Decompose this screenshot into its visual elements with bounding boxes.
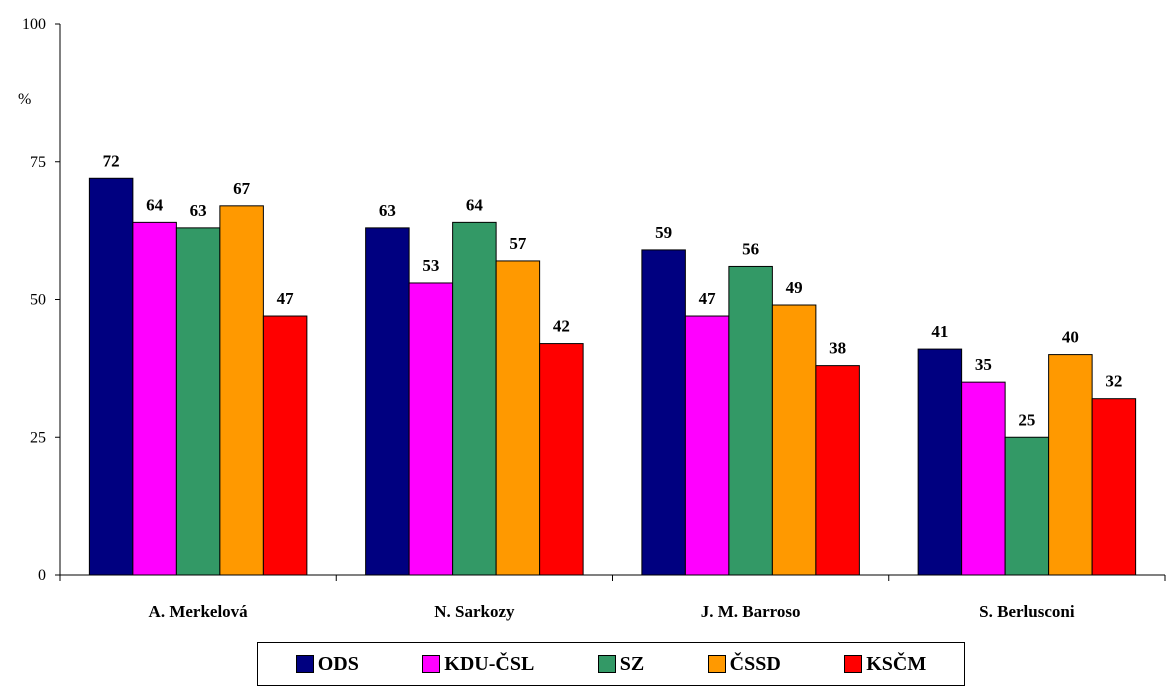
bar (175, 227, 221, 576)
x-tick-label: A. Merkelová (149, 602, 249, 621)
bar (132, 221, 177, 576)
bar (641, 249, 686, 576)
legend-swatch (707, 655, 726, 673)
bar-chart: % 0 25 50 75 100 72 64 63 67 47 63 53 64 57 42 59 47 56 4… (18, 16, 1166, 621)
legend-label: SZ (619, 652, 645, 675)
data-label: 64 (146, 195, 164, 214)
data-label: 57 (509, 234, 527, 253)
legend-swatch (844, 655, 863, 673)
bar (917, 348, 963, 576)
data-label: 67 (233, 179, 251, 198)
data-label: 47 (699, 289, 717, 308)
legend-label: KDU-ČSL (444, 652, 535, 675)
bar (1004, 436, 1050, 576)
legend: ODS KDU-ČSL SZ ČSSD KSČM (257, 642, 965, 686)
bar (408, 282, 454, 576)
legend-swatch (597, 655, 616, 673)
bar (815, 365, 860, 576)
bar (728, 265, 773, 576)
data-label: 59 (655, 223, 672, 242)
bar (1091, 398, 1137, 576)
legend-item: KSČM (844, 653, 926, 676)
y-tick-label: 75 (30, 154, 46, 171)
x-tick-label: N. Sarkozy (434, 602, 515, 621)
y-tick-label: 50 (30, 292, 46, 309)
data-label: 47 (277, 289, 295, 308)
data-label: 49 (786, 278, 803, 297)
data-label: 38 (829, 339, 846, 358)
y-tick-label: 100 (22, 16, 46, 33)
data-label: 35 (975, 355, 992, 374)
data-label: 41 (931, 322, 948, 341)
x-tick-label: J. M. Barroso (701, 602, 801, 621)
data-label: 42 (553, 317, 570, 336)
data-label: 53 (422, 256, 439, 275)
legend-label: KSČM (866, 652, 927, 675)
legend-item: ODS (295, 652, 359, 676)
data-label: 72 (103, 151, 120, 170)
y-axis-ticks: 0 25 50 75 100 (22, 16, 60, 584)
legend-label: ČSSD (729, 652, 781, 675)
y-axis-label: % (18, 91, 31, 108)
legend-label: ODS (317, 652, 359, 675)
bar (452, 221, 497, 576)
y-tick-label: 25 (30, 429, 46, 446)
bars: 72 64 63 67 47 63 53 64 57 42 59 47 56 49 38 41 35 25 40 32 (88, 151, 1137, 576)
bar (1048, 354, 1093, 576)
data-label: 63 (190, 201, 207, 220)
legend-swatch (422, 655, 441, 673)
data-label: 56 (742, 239, 759, 258)
bar (219, 205, 264, 576)
bar (365, 227, 410, 576)
legend-item: SZ (597, 652, 645, 676)
data-label: 40 (1062, 328, 1079, 347)
data-label: 25 (1018, 410, 1035, 429)
x-tick-label: S. Berlusconi (979, 602, 1075, 621)
bar (539, 343, 584, 576)
data-label: 32 (1105, 372, 1122, 391)
y-tick-label: 0 (38, 567, 46, 584)
legend-item: KDU-ČSL (422, 653, 534, 676)
bar (88, 177, 134, 576)
data-label: 64 (466, 195, 484, 214)
legend-item: ČSSD (707, 652, 781, 676)
bar (961, 381, 1006, 576)
bar (771, 304, 817, 576)
bar (684, 315, 730, 576)
legend-swatch (295, 655, 314, 673)
x-axis: A. Merkelová N. Sarkozy J. M. Barroso S. Be… (59, 574, 1166, 621)
bar (262, 315, 308, 576)
bar (495, 260, 541, 576)
data-label: 63 (379, 201, 396, 220)
